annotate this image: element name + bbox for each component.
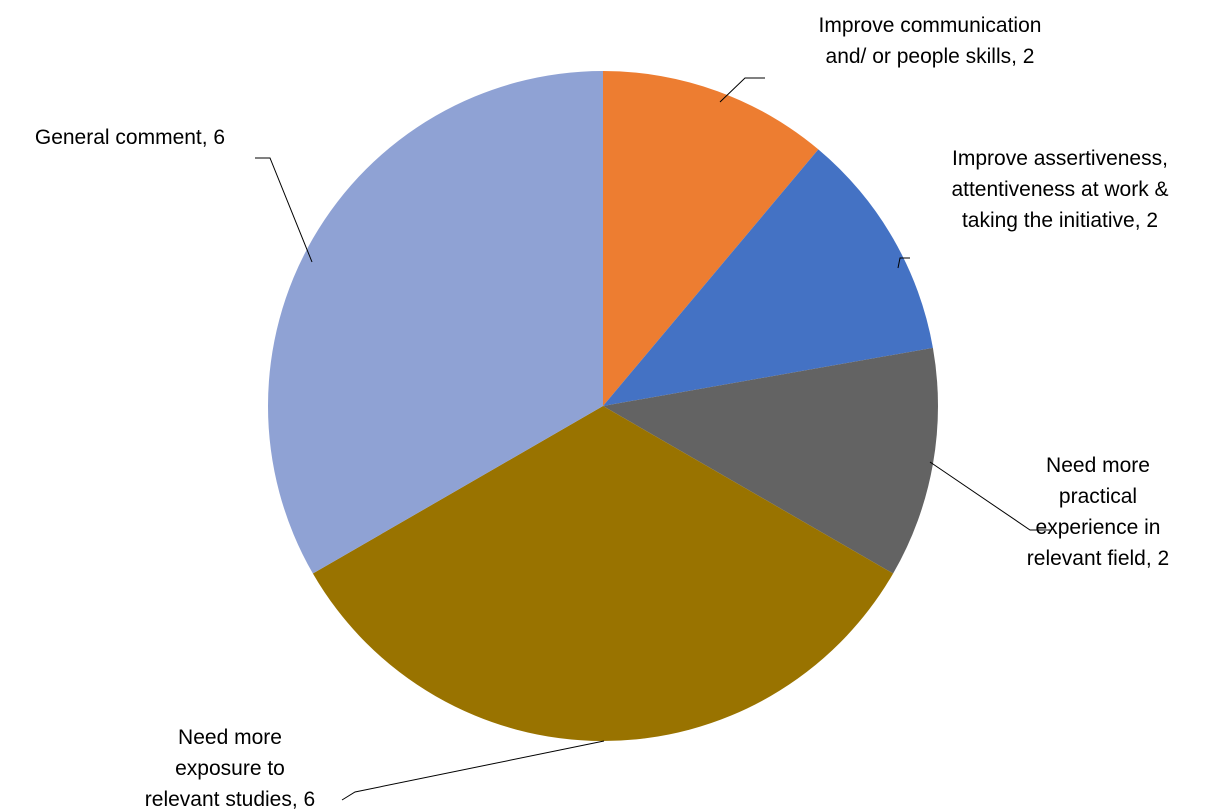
data-label-line: Need more [1046,454,1150,477]
data-label-line: Need more [178,726,282,749]
data-label-line: and/ or people skills, 2 [826,45,1035,68]
data-label-2: Improve assertiveness, attentiveness at w… [951,147,1168,232]
data-label-line: Improve assertiveness, [952,147,1168,170]
data-label-line: exposure to [175,757,285,780]
data-label-line: relevant field, 2 [1027,547,1169,570]
data-labels: Improve communication and/ or people skil… [35,14,1169,811]
pie-slice-2 [603,149,933,406]
pie-slice-3 [603,347,938,574]
leader-line-4 [341,740,605,801]
leader-line-3 [929,461,1050,531]
data-label-line: attentiveness at work & [951,178,1168,201]
data-label-1: Improve communication and/ or people skil… [819,14,1042,68]
pie-slices [267,71,938,742]
data-label-line: General comment, 6 [35,126,225,149]
leader-line-2 [897,257,910,269]
data-label-line: experience in [1036,516,1161,539]
data-label-4: Need more exposure to relevant studies, 6 [145,726,315,811]
pie-slice-1 [603,71,819,406]
pie-slice-5 [267,71,603,574]
data-label-line: relevant studies, 6 [145,788,315,811]
data-label-line: taking the initiative, 2 [962,209,1158,232]
data-label-line: practical [1059,485,1137,508]
leader-line-5 [255,157,313,263]
data-label-5: General comment, 6 [35,126,225,149]
pie-slice-4 [312,406,894,742]
leader-lines [255,77,1050,801]
leader-line-1 [719,77,765,103]
data-label-3: Need more practical experience in relevant … [1027,454,1169,570]
data-label-line: Improve communication [819,14,1042,37]
